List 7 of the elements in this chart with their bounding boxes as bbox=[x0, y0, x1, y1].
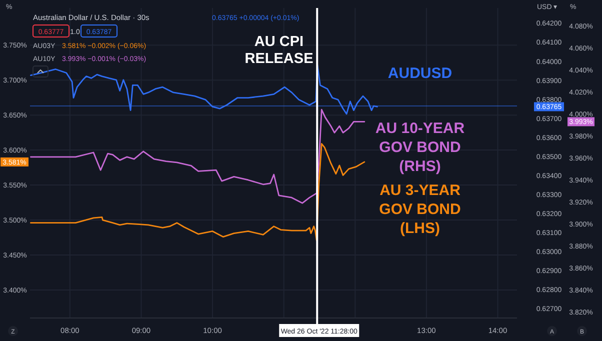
annotation: AU CPI RELEASE bbox=[244, 34, 314, 67]
series-label: AUDUSD bbox=[388, 65, 452, 82]
line-series bbox=[30, 64, 378, 115]
series-label: AU 10-YEAR GOV BOND (RHS) bbox=[375, 120, 465, 175]
line-series bbox=[30, 143, 366, 242]
series-label: AU 3-YEAR GOV BOND (LHS) bbox=[379, 182, 461, 237]
line-series bbox=[30, 108, 366, 204]
